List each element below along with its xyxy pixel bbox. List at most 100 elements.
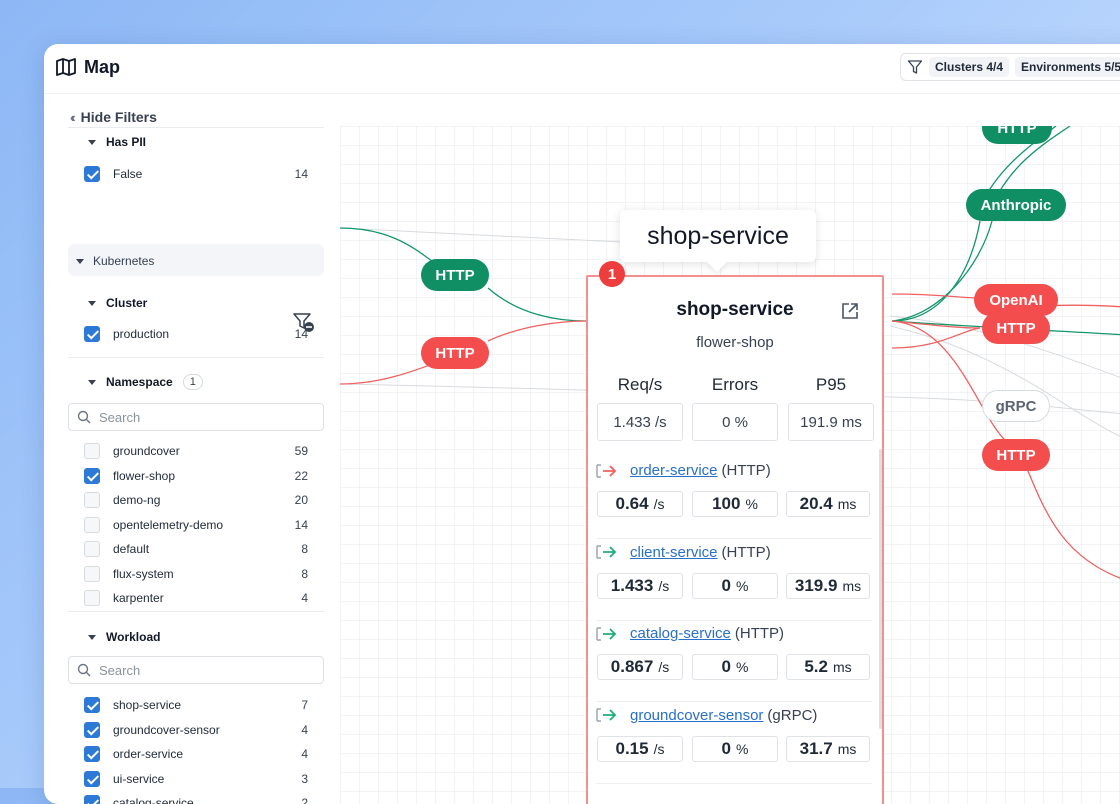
option-count: 59 <box>294 444 308 458</box>
connection-req: 0.867/s <box>597 654 683 680</box>
checkbox[interactable] <box>84 541 100 557</box>
checkbox[interactable] <box>84 746 100 762</box>
http-node[interactable]: HTTP <box>982 312 1050 344</box>
checkbox[interactable] <box>84 492 100 508</box>
card-badge: 1 <box>599 261 625 287</box>
filter-option-order-service[interactable]: order-service 4 <box>84 745 308 763</box>
hide-filters-label: Hide Filters <box>80 109 157 125</box>
filter-option-production[interactable]: production 14 <box>84 325 308 343</box>
caret-down-icon <box>88 379 96 385</box>
anthropic-node[interactable]: Anthropic <box>966 189 1066 221</box>
caret-down-icon <box>76 258 84 264</box>
filter-option-opentelemetry-demo[interactable]: opentelemetry-demo 14 <box>84 516 308 534</box>
workload-header[interactable]: Workload <box>88 630 160 644</box>
card-scrollbar[interactable] <box>879 449 882 729</box>
option-count: 14 <box>294 517 308 532</box>
global-filter-bar[interactable]: Clusters 4/4 Environments 5/5 <box>900 53 1120 81</box>
connection-req: 1.433/s <box>597 572 683 599</box>
metric-value: 1.433 /s <box>597 403 683 441</box>
divider <box>596 701 872 702</box>
checkbox[interactable] <box>84 565 100 582</box>
connection-row: groundcover-sensor (gRPC) 0.15/s 0% 31.7 ms <box>596 702 872 784</box>
http-node[interactable]: HTTP <box>982 439 1050 471</box>
clear-filter-icon[interactable] <box>292 312 316 334</box>
connection-protocol: (gRPC) <box>767 706 818 724</box>
filter-option-groundcover[interactable]: groundcover 59 <box>84 442 308 460</box>
option-label: flux-system <box>113 566 174 581</box>
checkbox[interactable] <box>84 166 100 182</box>
connection-errors: 100% <box>692 491 778 517</box>
checkbox[interactable] <box>84 795 100 804</box>
checkbox[interactable] <box>84 590 100 606</box>
caret-down-icon <box>88 300 96 306</box>
namespace-header[interactable]: Namespace 1 <box>88 374 203 390</box>
environments-chip[interactable]: Environments 5/5 <box>1015 57 1120 77</box>
checkbox[interactable] <box>84 721 100 738</box>
http-node[interactable]: HTTP <box>421 259 489 291</box>
has-pii-header[interactable]: Has PII <box>88 135 146 149</box>
checkbox[interactable] <box>84 443 100 459</box>
option-label: groundcover-sensor <box>113 722 220 737</box>
grpc-node[interactable]: gRPC <box>982 390 1050 422</box>
connection-protocol: (HTTP) <box>734 625 785 642</box>
top-bar: Map Clusters 4/4 Environments 5/5 <box>44 44 1120 94</box>
double-chevron-left-icon: ‹‹ <box>70 109 75 125</box>
external-link-icon[interactable] <box>840 301 860 321</box>
connection-service-link[interactable]: catalog-service <box>630 625 731 642</box>
filter-option-false[interactable]: False 14 <box>84 165 308 183</box>
filter-option-flower-shop[interactable]: flower-shop 22 <box>84 467 308 485</box>
metric-value: 0 % <box>692 403 778 441</box>
option-count: 2 <box>301 796 308 804</box>
filter-option-demo-ng[interactable]: demo-ng 20 <box>84 491 308 509</box>
hide-filters-button[interactable]: ‹‹ Hide Filters <box>70 109 157 125</box>
incoming-arrow-icon <box>596 545 617 559</box>
filters-sidebar: ‹‹ Hide Filters Has PII False 14 Kuberne… <box>56 100 328 804</box>
checkbox[interactable] <box>84 467 100 484</box>
connection-service-link[interactable]: groundcover-sensor <box>630 706 764 724</box>
workload-search[interactable] <box>68 656 324 684</box>
checkbox[interactable] <box>84 516 100 533</box>
connection-p95: 319.9 ms <box>786 572 870 599</box>
filter-option-karpenter[interactable]: karpenter 4 <box>84 589 308 607</box>
namespace-title: Namespace <box>106 375 173 389</box>
namespace-search[interactable] <box>68 403 324 431</box>
connection-errors: 0% <box>692 735 778 762</box>
has-pii-title: Has PII <box>106 135 147 149</box>
option-label: opentelemetry-demo <box>113 517 224 532</box>
cluster-header[interactable]: Cluster <box>88 296 147 310</box>
workload-search-input[interactable] <box>99 662 299 678</box>
option-label: karpenter <box>113 591 164 605</box>
option-label: default <box>113 542 150 556</box>
connection-row: catalog-service (HTTP) 0.867/s 0% 5.2 ms <box>596 620 872 702</box>
filter-option-catalog-service[interactable]: catalog-service 2 <box>84 794 308 804</box>
incoming-arrow-icon <box>596 708 617 722</box>
connection-p95: 31.7 ms <box>786 735 870 762</box>
checkbox[interactable] <box>84 326 100 342</box>
filter-option-groundcover-sensor[interactable]: groundcover-sensor 4 <box>84 721 308 739</box>
checkbox[interactable] <box>84 770 100 787</box>
filter-option-ui-service[interactable]: ui-service 3 <box>84 770 308 788</box>
namespace-search-input[interactable] <box>99 409 299 425</box>
filter-icon[interactable] <box>907 59 923 75</box>
openai-node[interactable]: OpenAI <box>974 284 1058 316</box>
filter-option-default[interactable]: default 8 <box>84 540 308 558</box>
outgoing-arrow-icon <box>596 463 617 478</box>
http-node[interactable]: HTTP <box>982 126 1052 144</box>
filter-option-flux-system[interactable]: flux-system 8 <box>84 565 308 583</box>
clusters-chip[interactable]: Clusters 4/4 <box>929 57 1010 77</box>
service-card[interactable]: shop-service flower-shop Req/s Errors P9… <box>586 275 884 804</box>
http-node[interactable]: HTTP <box>421 337 489 369</box>
option-count: 14 <box>294 167 308 181</box>
incoming-arrow-icon <box>596 626 617 641</box>
connection-protocol: (HTTP) <box>721 543 771 561</box>
connection-service-link[interactable]: order-service <box>630 462 718 479</box>
kubernetes-group[interactable]: Kubernetes <box>68 244 324 276</box>
divider <box>596 538 872 539</box>
option-label: catalog-service <box>113 796 194 804</box>
map-icon <box>56 58 76 76</box>
checkbox[interactable] <box>84 697 100 713</box>
filter-option-shop-service[interactable]: shop-service 7 <box>84 696 308 714</box>
connection-service-link[interactable]: client-service <box>630 543 718 561</box>
divider <box>596 619 872 621</box>
option-count: 22 <box>294 468 308 483</box>
